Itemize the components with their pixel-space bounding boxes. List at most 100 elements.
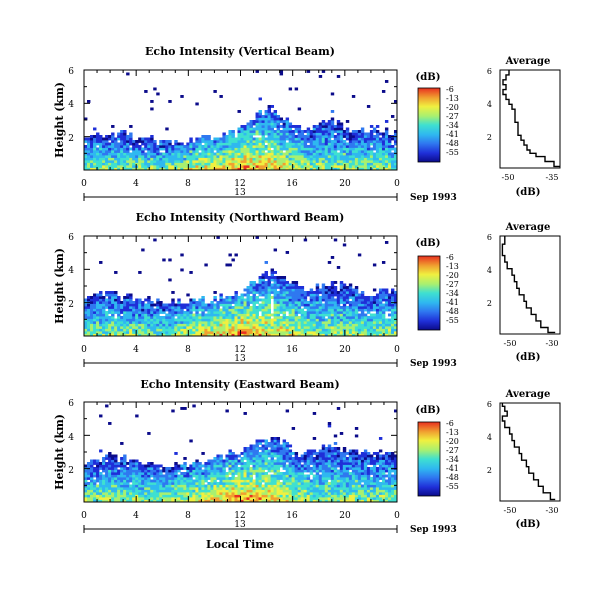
heatmap-cell [246, 316, 250, 319]
heatmap-cell [189, 145, 193, 148]
heatmap-cell [123, 484, 127, 488]
heatmap-cell [369, 308, 374, 312]
heatmap-cell [267, 311, 271, 314]
x-tick-label: 0 [81, 345, 87, 355]
heatmap-cell [318, 167, 323, 171]
heatmap-cell [96, 477, 100, 480]
heatmap-cell [225, 298, 229, 302]
heatmap-cell [231, 482, 235, 485]
heatmap-cell [270, 145, 275, 148]
heatmap-cell [93, 321, 97, 324]
heatmap-cell [240, 474, 244, 478]
heatmap-cell [384, 145, 389, 148]
heatmap-cell [243, 152, 247, 156]
heatmap-cell [336, 142, 341, 146]
heatmap-cell [240, 479, 244, 483]
heatmap-cell [159, 318, 163, 322]
heatmap-cell [234, 494, 238, 498]
heatmap-cell [267, 469, 271, 473]
heatmap-cell [252, 122, 256, 126]
heatmap-cell [252, 328, 256, 332]
heatmap-cell [294, 127, 299, 131]
heatmap-cell [222, 150, 226, 153]
heatmap-cell [234, 482, 238, 485]
heatmap-cell [201, 474, 205, 478]
heatmap-cell [174, 306, 178, 309]
heatmap-cell [282, 321, 287, 324]
heatmap-cell [159, 469, 163, 473]
heatmap-cell [114, 472, 118, 475]
heatmap-cell [336, 75, 341, 78]
heatmap-cell [276, 167, 281, 171]
heatmap-cell [168, 323, 172, 327]
heatmap-cell [180, 152, 184, 156]
heatmap-cell [183, 467, 187, 470]
heatmap-cell [285, 298, 290, 302]
heatmap-cell [231, 489, 235, 493]
heatmap-cell [249, 120, 253, 123]
heatmap-cell [102, 499, 106, 503]
heatmap-cell [84, 326, 88, 329]
heatmap-cell [351, 331, 356, 334]
heatmap-cell [225, 318, 229, 322]
heatmap-cell [210, 321, 214, 324]
heatmap-cell [261, 316, 265, 319]
heatmap-cell [231, 462, 235, 465]
average-x-tick: -30 [546, 339, 559, 348]
heatmap-cell [345, 333, 350, 337]
panel-title: Echo Intensity (Vertical Beam) [145, 45, 335, 58]
heatmap-cell [306, 152, 311, 156]
heatmap-cell [309, 142, 314, 146]
heatmap-cell [276, 482, 281, 485]
heatmap-cell [294, 474, 299, 478]
heatmap-cell [318, 127, 323, 131]
heatmap-cell [222, 477, 226, 480]
heatmap-cell [387, 321, 392, 324]
heatmap-cell [339, 308, 344, 312]
heatmap-cell [249, 301, 253, 304]
heatmap-cell [342, 293, 347, 297]
heatmap-cell [309, 306, 314, 309]
heatmap-cell [384, 150, 389, 153]
heatmap-cell [225, 489, 229, 493]
heatmap-cell [309, 160, 314, 163]
heatmap-cell [84, 474, 88, 478]
heatmap-cell [348, 326, 353, 329]
heatmap-cell [327, 167, 332, 171]
heatmap-cell [276, 457, 281, 460]
heatmap-cell [264, 323, 268, 327]
heatmap-cell [354, 162, 359, 166]
heatmap-cell [282, 283, 287, 287]
heatmap-cell [390, 328, 395, 332]
heatmap-cell [90, 313, 94, 317]
heatmap-cell [183, 321, 187, 324]
heatmap-cell [90, 484, 94, 488]
heatmap-cell [273, 489, 278, 493]
heatmap-cell [315, 165, 320, 168]
heatmap-cell [171, 474, 175, 478]
heatmap-cell [366, 331, 371, 334]
heatmap-cell [156, 165, 160, 168]
heatmap-cell [228, 457, 232, 460]
heatmap-cell [378, 301, 383, 304]
heatmap-cell [273, 278, 278, 282]
heatmap-cell [282, 162, 287, 166]
heatmap-cell [234, 313, 238, 317]
heatmap-cell [93, 137, 97, 141]
heatmap-cell [243, 328, 247, 332]
heatmap-cell [273, 167, 278, 171]
heatmap-cell [390, 303, 395, 307]
heatmap-cell [249, 489, 253, 493]
heatmap-cell [261, 467, 265, 470]
heatmap-cell [165, 313, 169, 317]
heatmap-cell [288, 308, 293, 312]
heatmap-cell [288, 132, 293, 136]
heatmap-cell [393, 167, 398, 171]
heatmap-cell [201, 167, 205, 171]
heatmap-cell [219, 165, 223, 168]
heatmap-cell [180, 303, 184, 307]
heatmap-cell [339, 132, 344, 136]
heatmap-cell [339, 130, 344, 133]
heatmap-cell [219, 457, 223, 460]
heatmap-cell [366, 142, 371, 146]
